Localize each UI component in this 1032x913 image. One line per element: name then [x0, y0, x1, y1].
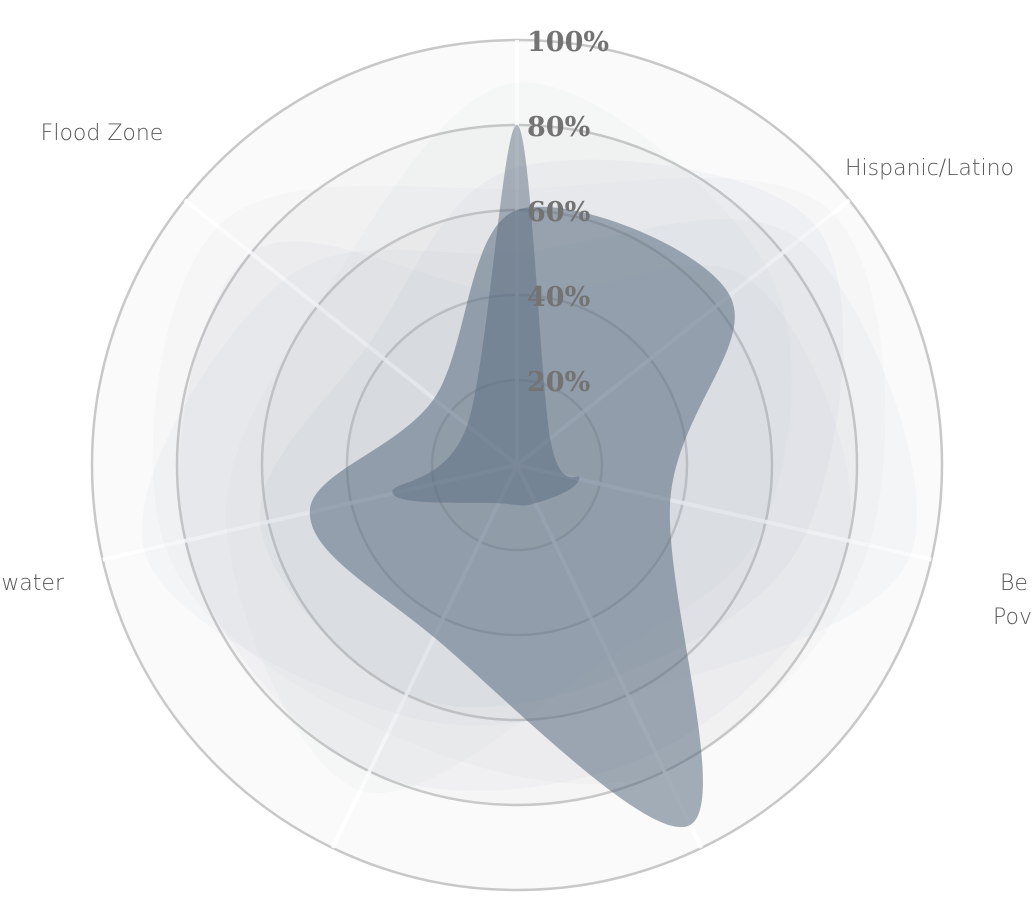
radar-axis-label: Be Pov: [993, 571, 1032, 630]
radar-tick-label: 40%: [527, 282, 590, 313]
radar-tick-labels: 20% 40% 60% 80% 100%: [527, 27, 609, 398]
radar-tick-label: 100%: [527, 27, 609, 58]
radar-area: [309, 206, 735, 828]
radar-areas: [141, 82, 917, 828]
radar-axis-label: Hispanic/Latino: [845, 156, 1014, 181]
radar-axis-label: water: [1, 571, 65, 596]
radar-axis-label: Flood Zone: [41, 121, 164, 146]
radar-tick-label: 60%: [527, 197, 590, 228]
radar-axis-labels: Hispanic/Latino Be Pov water Flood Zone: [1, 121, 1032, 630]
radar-tick-label: 80%: [527, 112, 590, 143]
radar-tick-label: 20%: [527, 367, 590, 398]
